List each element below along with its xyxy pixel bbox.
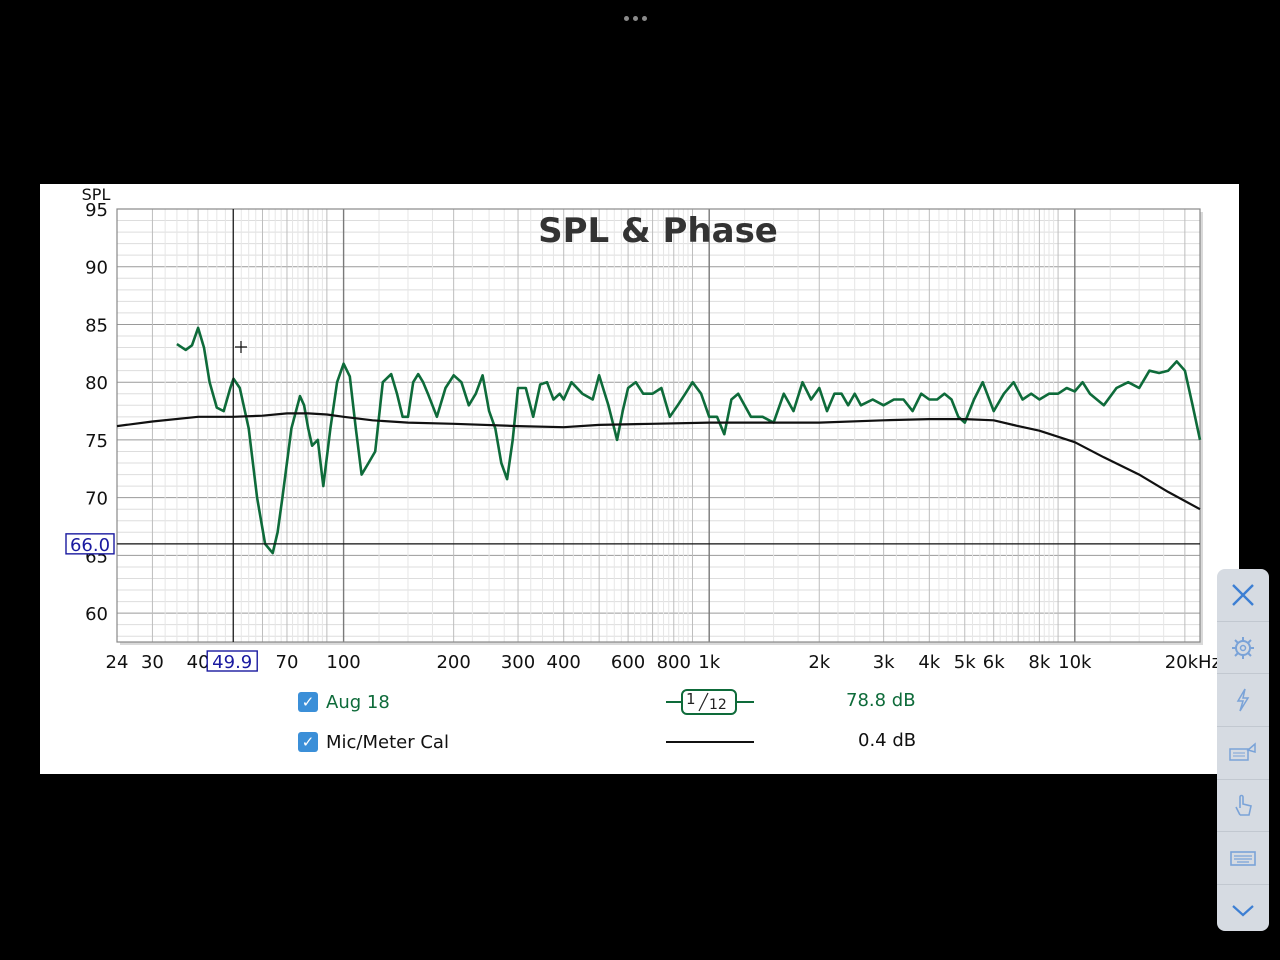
legend-item-mic-meter-cal[interactable]: ✓ Mic/Meter Cal <box>298 729 449 755</box>
keyboard-mouse-icon[interactable] <box>1217 727 1269 780</box>
cursor-x-box <box>206 650 258 672</box>
mic-meter-cal-checkbox[interactable]: ✓ <box>298 732 318 752</box>
x-tick-label: 800 <box>657 652 691 673</box>
cursor-x-readout: 49.9 <box>212 652 252 673</box>
x-tick-label: 2k <box>808 652 830 673</box>
x-tick-label: 600 <box>611 652 645 673</box>
mic-meter-cal-line-sample <box>666 741 754 743</box>
lightning-icon[interactable] <box>1217 674 1269 728</box>
aug18-smoothing-selector[interactable] <box>666 687 754 717</box>
x-tick-label: 10k <box>1058 652 1092 673</box>
y-tick-label: 90 <box>85 258 108 279</box>
x-tick-label: 300 <box>501 652 535 673</box>
keyboard-icon[interactable] <box>1217 832 1269 886</box>
x-tick-label: 1k <box>698 652 720 673</box>
y-tick-label: 85 <box>85 315 108 336</box>
legend-item-aug18[interactable]: ✓ Aug 18 <box>298 689 390 715</box>
crosshair-pointer-icon <box>235 341 247 353</box>
window-menu-dots[interactable] <box>624 6 658 21</box>
smoothing-numerator: 1 <box>686 690 696 708</box>
series-mic-meter-cal-line <box>116 412 1201 511</box>
x-tick-label: 6k <box>983 652 1005 673</box>
chart-title: SPL & Phase <box>538 211 778 251</box>
x-tick-label: 4k <box>918 652 940 673</box>
aug18-label: Aug 18 <box>326 691 390 713</box>
x-tick-label: 70 <box>276 652 299 673</box>
x-tick-label: 5k <box>954 652 976 673</box>
y-tick-label: 70 <box>85 489 108 510</box>
mic-meter-cal-label: Mic/Meter Cal <box>326 731 449 753</box>
x-tick-label: 3k <box>873 652 895 673</box>
cursor-y-box <box>65 533 115 555</box>
chevron-down-icon[interactable] <box>1217 885 1269 931</box>
y-tick-label: 75 <box>85 431 108 452</box>
x-tick-label: 100 <box>326 652 360 673</box>
x-tick-label: 200 <box>436 652 470 673</box>
x-tick-label: 30 <box>141 652 164 673</box>
mic-meter-cal-value: 0.4 dB <box>858 730 917 751</box>
chart-panel: 95 90 85 80 75 70 65 60 SPL 24 30 40 70 100 200 300 400 6… <box>40 184 1239 774</box>
aug18-value: 78.8 dB <box>846 690 916 711</box>
x-tick-label: 24 <box>106 652 129 673</box>
y-tick-label: 80 <box>85 373 108 394</box>
gear-icon[interactable] <box>1217 622 1269 675</box>
x-tick-label: 8k <box>1028 652 1050 673</box>
y-tick-label: 95 <box>85 200 108 221</box>
y-tick-label: 60 <box>85 604 108 625</box>
x-tick-label: 40 <box>187 652 210 673</box>
side-toolbar <box>1217 569 1269 931</box>
cursor-y-readout: 66.0 <box>70 535 110 556</box>
y-axis-label: SPL <box>82 185 111 204</box>
aug18-checkbox[interactable]: ✓ <box>298 692 318 712</box>
x-tick-label: 20kHz <box>1165 652 1221 673</box>
close-icon[interactable] <box>1217 569 1269 622</box>
touch-hand-icon[interactable] <box>1217 780 1269 833</box>
x-tick-label: 400 <box>547 652 581 673</box>
smoothing-denominator: 12 <box>709 697 727 713</box>
